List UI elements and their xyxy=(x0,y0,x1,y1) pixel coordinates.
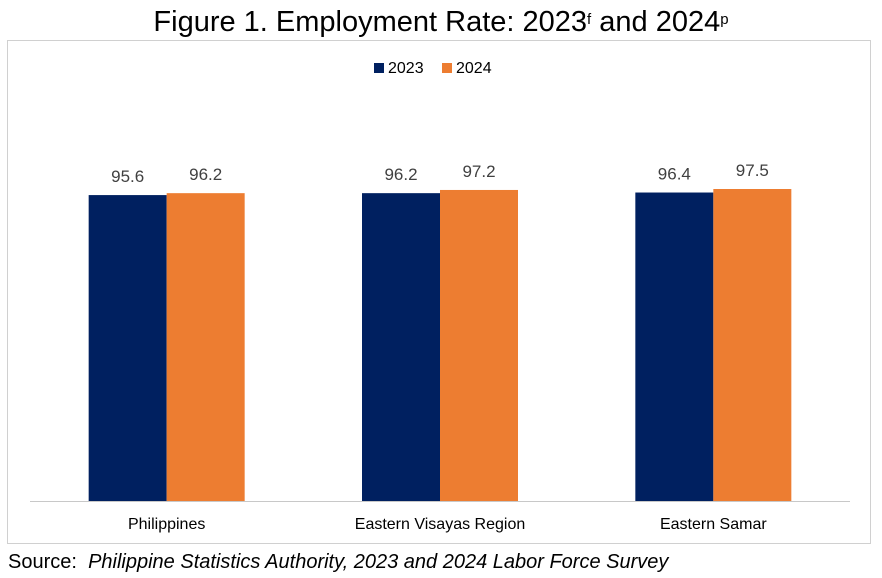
legend-swatch-2023 xyxy=(374,63,384,73)
data-label-2023-0: 95.6 xyxy=(111,167,144,186)
source-note: Source: Philippine Statistics Authority,… xyxy=(8,549,668,575)
bar-2024-2 xyxy=(713,189,792,501)
source-label: Source: xyxy=(8,551,77,573)
bar-2023-1 xyxy=(362,193,440,501)
data-label-2023-1: 96.2 xyxy=(384,165,417,184)
bar-2023-0 xyxy=(88,195,167,501)
source-text: Philippine Statistics Authority, 2023 an… xyxy=(88,551,669,573)
category-label-0: Philippines xyxy=(128,516,205,533)
category-label-1: Eastern Visayas Region xyxy=(355,516,525,533)
chart-frame: 2023 2024 95.6 96.2 Philippines 96.2 97.2 Easte… xyxy=(7,40,871,544)
data-label-2023-2: 96.4 xyxy=(658,165,691,184)
chart-title: Figure 1. Employment Rate: 2023f and 202… xyxy=(153,6,729,38)
legend-swatch-2024 xyxy=(442,63,452,73)
legend-label-2024: 2024 xyxy=(456,60,492,77)
title-superscript-f: f xyxy=(587,11,592,28)
bar-2024-1 xyxy=(440,189,518,501)
title-superscript-p: p xyxy=(720,11,729,28)
legend-label-2023: 2023 xyxy=(388,60,424,77)
data-label-2024-0: 96.2 xyxy=(189,165,222,184)
bar-chart: 2023 2024 95.6 96.2 Philippines 96.2 97.2 Easte… xyxy=(30,60,850,533)
bar-2024-0 xyxy=(166,193,245,501)
data-label-2024-1: 97.2 xyxy=(462,162,495,181)
bar-2023-2 xyxy=(635,192,714,501)
category-label-2: Eastern Samar xyxy=(660,516,767,533)
data-label-2024-2: 97.5 xyxy=(736,161,769,180)
